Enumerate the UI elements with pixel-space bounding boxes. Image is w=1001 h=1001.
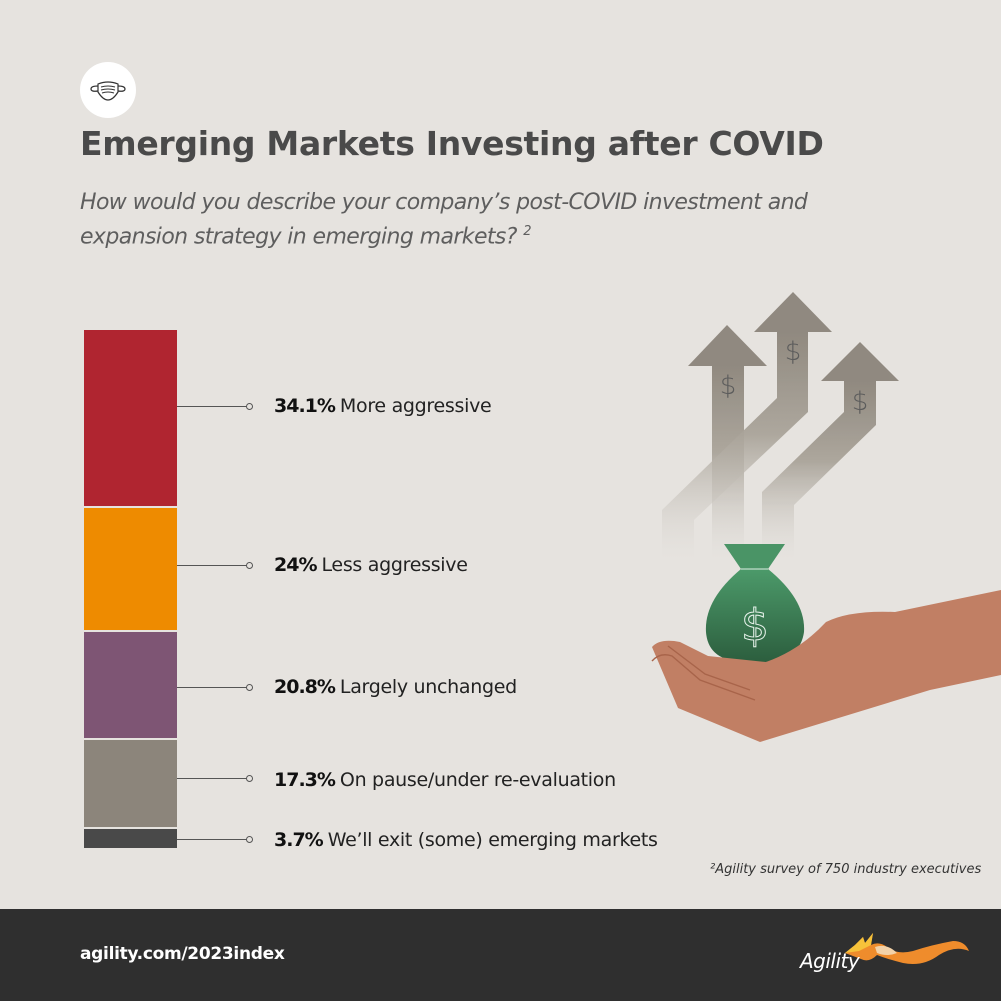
subtitle-text: How would you describe your company’s po… (80, 190, 808, 250)
segment-percent: 24% (274, 554, 317, 576)
svg-text:$: $ (785, 337, 802, 367)
hand-icon (651, 590, 1001, 742)
leader-line (177, 778, 247, 779)
bar-segment-less-aggressive (84, 508, 177, 630)
segment-percent: 20.8% (274, 676, 336, 698)
arrow-up-icon: $ (662, 292, 832, 560)
arrow-up-icon: $ (762, 342, 899, 560)
segment-percent: 3.7% (274, 829, 324, 851)
money-bag-icon: $ (705, 544, 805, 662)
leader-dot (246, 836, 253, 843)
brand-name: Agility (800, 949, 860, 973)
svg-text:$: $ (720, 371, 737, 401)
leader-line (177, 565, 247, 566)
segment-text: On pause/under re-evaluation (339, 769, 616, 791)
bar-segment-more-aggressive (84, 330, 177, 506)
segment-label: 3.7% We’ll exit (some) emerging markets (274, 829, 658, 851)
page-subtitle: How would you describe your company’s po… (80, 188, 910, 251)
segment-label: 17.3% On pause/under re-evaluation (274, 769, 616, 791)
bar-segment-exit (84, 829, 177, 848)
bar-segment-on-pause (84, 740, 177, 827)
leader-dot (246, 684, 253, 691)
segment-text: Largely unchanged (339, 676, 517, 698)
segment-text: More aggressive (339, 395, 492, 417)
leader-line (177, 406, 247, 407)
footer-url-link[interactable]: agility.com/2023index (80, 944, 285, 964)
svg-text:$: $ (852, 387, 869, 417)
segment-percent: 17.3% (274, 769, 336, 791)
segment-percent: 34.1% (274, 395, 336, 417)
agility-logo-icon (845, 933, 969, 964)
leader-dot (246, 562, 253, 569)
segment-text: Less aggressive (321, 554, 468, 576)
money-growth-illustration: $ $ $ $ (651, 292, 1001, 742)
segment-label: 20.8% Largely unchanged (274, 676, 517, 698)
footnote-mark: 2 (523, 224, 531, 239)
page-title: Emerging Markets Investing after COVID (80, 124, 824, 163)
leader-dot (246, 775, 253, 782)
segment-label: 34.1% More aggressive (274, 395, 492, 417)
face-mask-icon (90, 81, 126, 101)
face-mask-icon-badge (80, 62, 136, 118)
leader-line (177, 839, 247, 840)
footer-bar: agility.com/2023index Agility (0, 909, 1001, 1001)
leader-dot (246, 403, 253, 410)
svg-text:$: $ (741, 600, 769, 651)
footnote: ²Agility survey of 750 industry executiv… (710, 862, 982, 877)
bar-segment-largely-unchanged (84, 632, 177, 738)
segment-label: 24% Less aggressive (274, 554, 468, 576)
leader-line (177, 687, 247, 688)
segment-text: We’ll exit (some) emerging markets (327, 829, 658, 851)
